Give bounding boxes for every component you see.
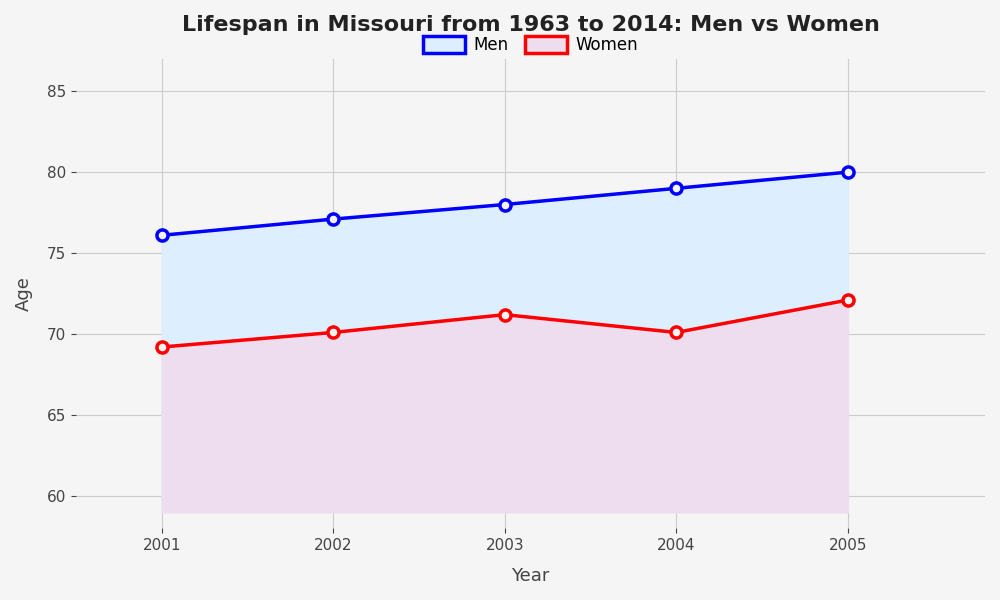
X-axis label: Year: Year	[511, 567, 550, 585]
Y-axis label: Age: Age	[15, 276, 33, 311]
Title: Lifespan in Missouri from 1963 to 2014: Men vs Women: Lifespan in Missouri from 1963 to 2014: …	[182, 15, 879, 35]
Legend: Men, Women: Men, Women	[417, 29, 644, 61]
